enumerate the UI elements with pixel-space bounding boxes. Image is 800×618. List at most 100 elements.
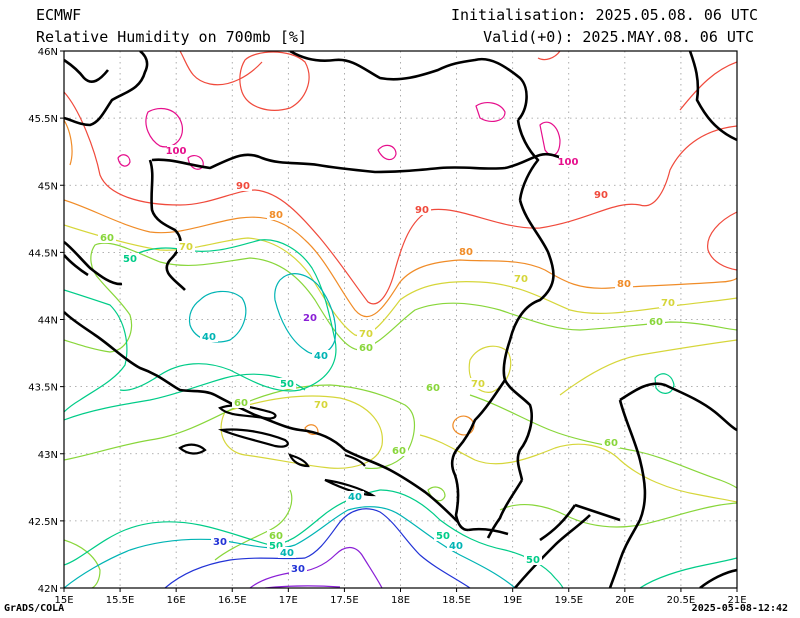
contour-60-south	[64, 539, 101, 588]
y-tick-label: 43.5N	[28, 383, 58, 394]
contour-label-bg	[211, 536, 229, 547]
contour-label-bg	[457, 246, 475, 257]
contour-50-south	[64, 489, 564, 588]
render-timestamp: 2025-05-08-12:42	[691, 603, 788, 614]
contour-label-bg	[301, 312, 319, 323]
contour-label: 60	[649, 317, 663, 328]
contour-70-east	[559, 339, 737, 396]
contour-label: 50	[280, 379, 294, 390]
contour-label: 50	[269, 541, 283, 552]
contour-70-south	[419, 434, 737, 503]
contour-100-f	[539, 121, 561, 156]
contour-label: 50	[526, 555, 540, 566]
contour-label-bg	[278, 378, 296, 389]
contour-90-left	[64, 91, 737, 305]
contour-50-se	[639, 557, 737, 588]
contour-label: 60	[359, 343, 373, 354]
x-tick-label: 19.5E	[554, 595, 583, 606]
y-tick-label: 45.5N	[28, 114, 58, 125]
contour-label: 80	[617, 279, 631, 290]
contour-label-bg	[357, 328, 375, 339]
contour-label: 50	[123, 254, 137, 265]
chart-title: Relative Humidity on 700mb [%]	[36, 28, 307, 46]
y-tick-label: 42N	[38, 584, 58, 595]
contour-label-bg	[602, 437, 620, 448]
contour-50-main	[64, 289, 128, 413]
contour-label: 90	[236, 181, 250, 192]
contour-20-south	[249, 546, 383, 588]
contour-90-topright2	[679, 61, 737, 111]
contour-label: 50	[436, 531, 450, 542]
y-tick-label: 46N	[38, 47, 58, 58]
x-tick-label: 16.5E	[218, 595, 247, 606]
contour-label-bg	[615, 278, 633, 289]
contour-label-bg	[447, 540, 465, 551]
contour-40-south	[64, 506, 516, 588]
x-tick-label: 20E	[615, 595, 634, 606]
contour-label-bg	[346, 491, 364, 502]
contour-label-bg	[98, 232, 116, 243]
contour-60-east	[469, 394, 737, 489]
software-credit: GrADS/COLA	[4, 603, 65, 614]
contour-label: 80	[459, 247, 473, 258]
x-tick-label: 15.5E	[106, 595, 135, 606]
contour-label: 60	[269, 531, 283, 542]
x-tick-label: 20.5E	[667, 595, 696, 606]
contour-70-main	[64, 224, 737, 337]
contour-50-mid	[64, 373, 306, 421]
initialisation-time: Initialisation: 2025.05.08. 06 UTC	[450, 6, 758, 24]
contour-label-bg	[278, 547, 296, 558]
contour-label: 90	[594, 190, 608, 201]
contour-label: 100	[558, 157, 579, 168]
contour-label-bg	[524, 554, 542, 565]
contour-label-bg	[312, 399, 330, 410]
x-tick-label: 15E	[54, 595, 73, 606]
contour-label-bg	[234, 180, 252, 191]
contour-label: 40	[449, 541, 463, 552]
contour-label: 60	[392, 446, 406, 457]
contour-label-bg	[267, 530, 285, 541]
contour-80-blob	[452, 415, 475, 436]
contour-70-mid	[220, 395, 383, 469]
contour-label: 70	[514, 274, 528, 285]
contour-label: 70	[359, 329, 373, 340]
contour-label-bg	[413, 204, 431, 215]
contour-40-a	[188, 290, 247, 343]
contour-label: 80	[269, 210, 283, 221]
contour-label: 40	[348, 492, 362, 503]
y-tick-label: 45N	[38, 181, 58, 192]
contour-80-main	[64, 199, 737, 318]
contour-label: 70	[314, 400, 328, 411]
contour-label: 60	[100, 233, 114, 244]
contour-label: 100	[166, 146, 187, 157]
contour-90-top	[179, 51, 263, 86]
contour-label-bg	[267, 209, 285, 220]
contour-60-blob	[427, 486, 446, 502]
contour-label: 40	[202, 332, 216, 343]
contour-label: 70	[471, 379, 485, 390]
coastlines-borders	[64, 51, 737, 588]
contour-label: 40	[280, 548, 294, 559]
contour-label: 60	[426, 383, 440, 394]
contour-90-right	[707, 211, 737, 271]
contour-label-bg	[592, 189, 610, 200]
x-tick-label: 17E	[279, 595, 298, 606]
contour-label: 60	[234, 398, 248, 409]
contour-80-small	[304, 424, 319, 435]
contour-60-main	[64, 242, 737, 353]
contour-label-bg	[647, 316, 665, 327]
contour-60-se	[499, 502, 737, 528]
contour-label-bg	[267, 540, 285, 551]
contour-label: 70	[179, 242, 193, 253]
contour-label-bg	[659, 297, 677, 308]
contour-label-bg	[312, 350, 330, 361]
contour-label-bg	[559, 156, 577, 167]
x-tick-label: 17.5E	[330, 595, 359, 606]
contour-80-left	[64, 119, 73, 166]
x-tick-label: 16E	[167, 595, 186, 606]
contour-label: 30	[213, 537, 227, 548]
contour-label: 30	[291, 564, 305, 575]
contour-label-bg	[121, 253, 139, 264]
contour-label-bg	[177, 241, 195, 252]
